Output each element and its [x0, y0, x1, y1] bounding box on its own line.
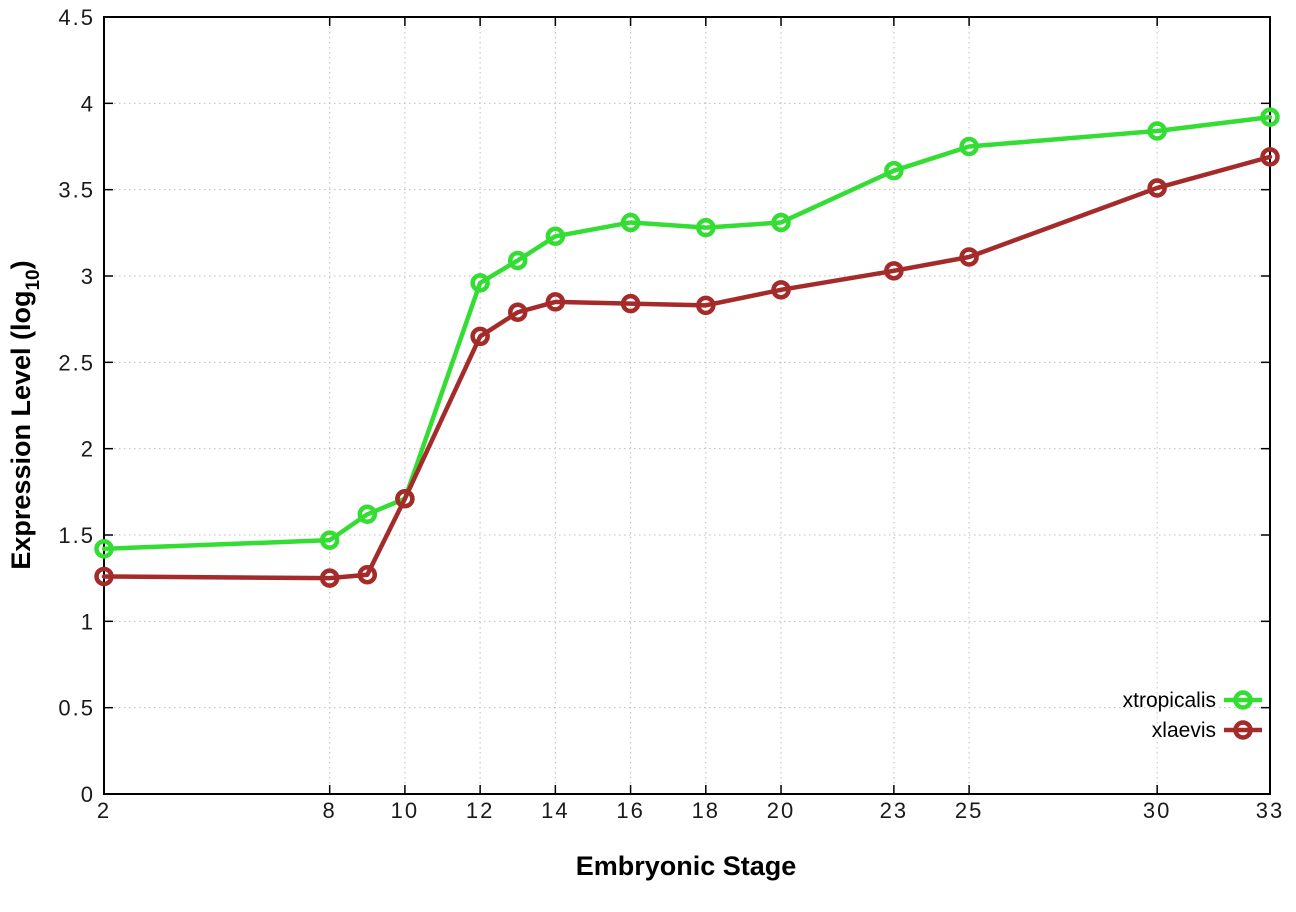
- x-tick-label: 33: [1256, 798, 1284, 823]
- series-line-xtropicalis: [101, 114, 1273, 552]
- data-point-xlaevis: [357, 564, 378, 585]
- legend-label-xtropicalis: xtropicalis: [1123, 689, 1216, 712]
- x-tick-label: 8: [323, 798, 337, 823]
- x-tick-label: 10: [391, 798, 419, 823]
- data-point-xtropicalis: [620, 212, 641, 233]
- legend: xtropicalis xlaevis: [1123, 689, 1262, 742]
- y-tick-label: 4: [81, 91, 95, 116]
- data-series: [94, 107, 1280, 588]
- legend-marker-xlaevis: [1233, 720, 1253, 740]
- data-point-xlaevis: [1260, 147, 1280, 167]
- data-point-xlaevis: [620, 293, 641, 314]
- data-point-xlaevis: [507, 302, 528, 323]
- data-point-xtropicalis: [357, 504, 378, 525]
- data-point-xtropicalis: [884, 160, 904, 181]
- data-point-xlaevis: [771, 280, 791, 300]
- data-point-xtropicalis: [696, 217, 716, 238]
- y-axis-title: Expression Level (log10): [6, 260, 44, 569]
- x-tick-label: 23: [880, 798, 908, 823]
- data-point-xlaevis: [696, 295, 716, 316]
- x-tick-label: 14: [541, 798, 569, 823]
- data-point-xtropicalis: [1147, 121, 1167, 141]
- data-point-xlaevis: [94, 566, 114, 587]
- data-point-xlaevis: [959, 247, 979, 267]
- data-point-xtropicalis: [545, 226, 566, 247]
- x-tick-label: 20: [767, 798, 795, 823]
- data-point-xtropicalis: [470, 273, 490, 293]
- series-line-xlaevis: [101, 154, 1273, 581]
- y-axis-title-subscript: 10: [23, 269, 44, 290]
- x-tick-label: 16: [616, 798, 644, 823]
- data-point-xlaevis: [884, 261, 904, 281]
- x-tick-label: 25: [955, 798, 983, 823]
- axes-and-ticks: 2 8 10 12 14 16 18 20 23 25 30 33 0 0.5 1 1.5 2 2.5 3 3.5 4 4…: [58, 5, 1284, 823]
- data-point-xtropicalis: [94, 539, 114, 559]
- data-point-xtropicalis: [959, 136, 979, 157]
- x-axis-title: Embryonic Stage: [576, 851, 797, 881]
- y-tick-label: 3.5: [58, 178, 95, 203]
- data-point-xlaevis: [1147, 178, 1167, 198]
- y-tick-label: 1.5: [58, 523, 95, 548]
- y-tick-label: 0: [81, 782, 95, 807]
- data-point-xlaevis: [545, 292, 566, 312]
- y-tick-label: 2.5: [58, 350, 95, 375]
- y-tick-label: 2: [81, 437, 95, 462]
- plot-border: [103, 16, 1271, 795]
- y-tick-label: 3: [81, 264, 95, 289]
- data-point-xlaevis: [395, 488, 415, 509]
- legend-marker-xtropicalis: [1233, 690, 1253, 710]
- data-point-xtropicalis: [319, 530, 340, 550]
- legend-label-xlaevis: xlaevis: [1152, 719, 1216, 742]
- y-tick-label: 0.5: [58, 696, 95, 721]
- data-point-xlaevis: [319, 568, 340, 588]
- x-tick-label: 12: [466, 798, 494, 823]
- y-axis-title-main: Expression Level (log: [6, 291, 36, 570]
- data-point-xtropicalis: [771, 212, 791, 233]
- data-point-xtropicalis: [507, 250, 528, 271]
- y-tick-label: 4.5: [58, 5, 95, 30]
- data-point-xlaevis: [470, 326, 490, 347]
- x-tick-label: 30: [1143, 798, 1171, 823]
- x-tick-label: 18: [692, 798, 720, 823]
- y-axis-title-suffix: ): [6, 260, 36, 269]
- gridlines: [104, 17, 1270, 794]
- data-point-xtropicalis: [1260, 107, 1280, 127]
- x-tick-label: 2: [97, 798, 111, 823]
- y-tick-label: 1: [81, 609, 95, 634]
